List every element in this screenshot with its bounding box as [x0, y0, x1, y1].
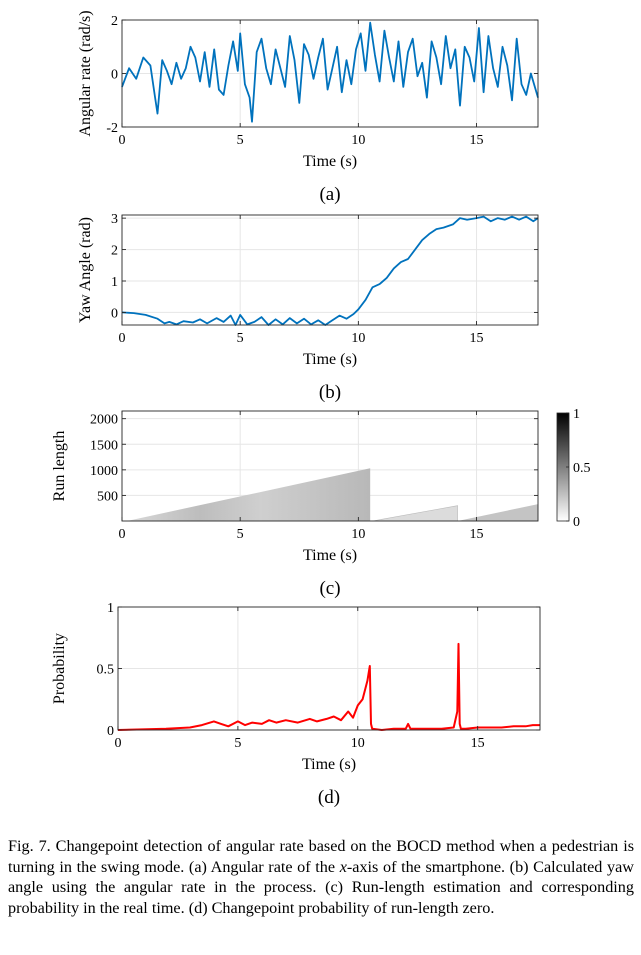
x-axis-label: Time (s) [303, 351, 357, 368]
x-tick-label: 15 [471, 736, 485, 751]
x-tick-label: 10 [351, 527, 365, 542]
y-axis-label: Probability [51, 633, 68, 704]
x-tick-label: 10 [351, 736, 365, 751]
y-axis-label: Angular rate (rad/s) [77, 10, 94, 136]
x-tick-label: 15 [470, 133, 484, 148]
y-tick-label: 0 [107, 724, 114, 739]
x-tick-label: 0 [119, 527, 126, 542]
series-line [121, 21, 539, 123]
panel-sublabel: (d) [318, 787, 340, 808]
y-axis-label: Run length [51, 431, 68, 502]
y-tick-label: 1000 [90, 464, 118, 479]
y-tick-label: 500 [97, 489, 118, 504]
y-tick-label: 2 [111, 244, 118, 259]
colorbar-tick-label: 0.5 [573, 461, 591, 476]
y-axis-label: Yaw Angle (rad) [77, 217, 94, 323]
figure-caption: Fig. 7. Changepoint detection of angular… [8, 836, 634, 918]
x-tick-label: 10 [351, 331, 365, 346]
y-tick-label: 0 [111, 306, 118, 321]
x-tick-label: 0 [119, 133, 126, 148]
y-tick-label: 1 [111, 275, 118, 290]
x-tick-label: 15 [470, 527, 484, 542]
panel-d-probability: 0 5 10 15 0 0.5 1 Time (s) Probability (d) [51, 601, 541, 808]
x-tick-label: 5 [237, 133, 244, 148]
caption-part-1: Fig. 7. Changepoint detection of angular… [8, 837, 634, 876]
panel-sublabel: (a) [319, 184, 340, 205]
x-tick-label: 0 [115, 736, 122, 751]
y-tick-label: 0.5 [97, 663, 115, 678]
y-tick-label: 2000 [90, 413, 118, 428]
y-tick-label: 0 [111, 68, 118, 83]
x-tick-label: 15 [470, 331, 484, 346]
axes-box [121, 214, 539, 326]
x-tick-label: 10 [351, 133, 365, 148]
panel-sublabel: (c) [319, 578, 340, 599]
x-axis-label: Time (s) [303, 547, 357, 564]
axes-box [121, 410, 539, 522]
y-tick-label: 2 [111, 14, 118, 29]
y-tick-label: 1500 [90, 438, 118, 453]
caption-x-italic: x [339, 857, 347, 876]
caption-part-2: -axis of the smartphone. (b) Calculated … [8, 857, 634, 917]
y-tick-label: 1 [107, 601, 114, 616]
colorbar-tick-label: 0 [573, 515, 580, 530]
x-axis-label: Time (s) [303, 153, 357, 170]
run-length-segment [457, 504, 538, 521]
y-tick-label: -2 [106, 121, 118, 136]
series-line [121, 215, 539, 326]
panel-b-yaw-angle: 0 5 10 15 0 1 2 3 Time (s) Yaw Angle (rad) (b) [77, 212, 539, 403]
x-tick-label: 5 [237, 331, 244, 346]
panel-sublabel: (b) [319, 382, 341, 403]
y-tick-label: 3 [111, 212, 118, 227]
x-tick-label: 5 [237, 527, 244, 542]
x-tick-label: 5 [234, 736, 241, 751]
x-axis-label: Time (s) [302, 756, 356, 773]
run-length-segment [126, 468, 371, 521]
colorbar-tick-label: 1 [573, 407, 580, 422]
series-line [117, 642, 540, 731]
panel-c-run-length: 1 0.5 0 0 5 10 15 500 1000 1500 2000 Time (s) Run le… [51, 407, 591, 599]
plot-area [122, 215, 538, 325]
x-tick-label: 0 [119, 331, 126, 346]
